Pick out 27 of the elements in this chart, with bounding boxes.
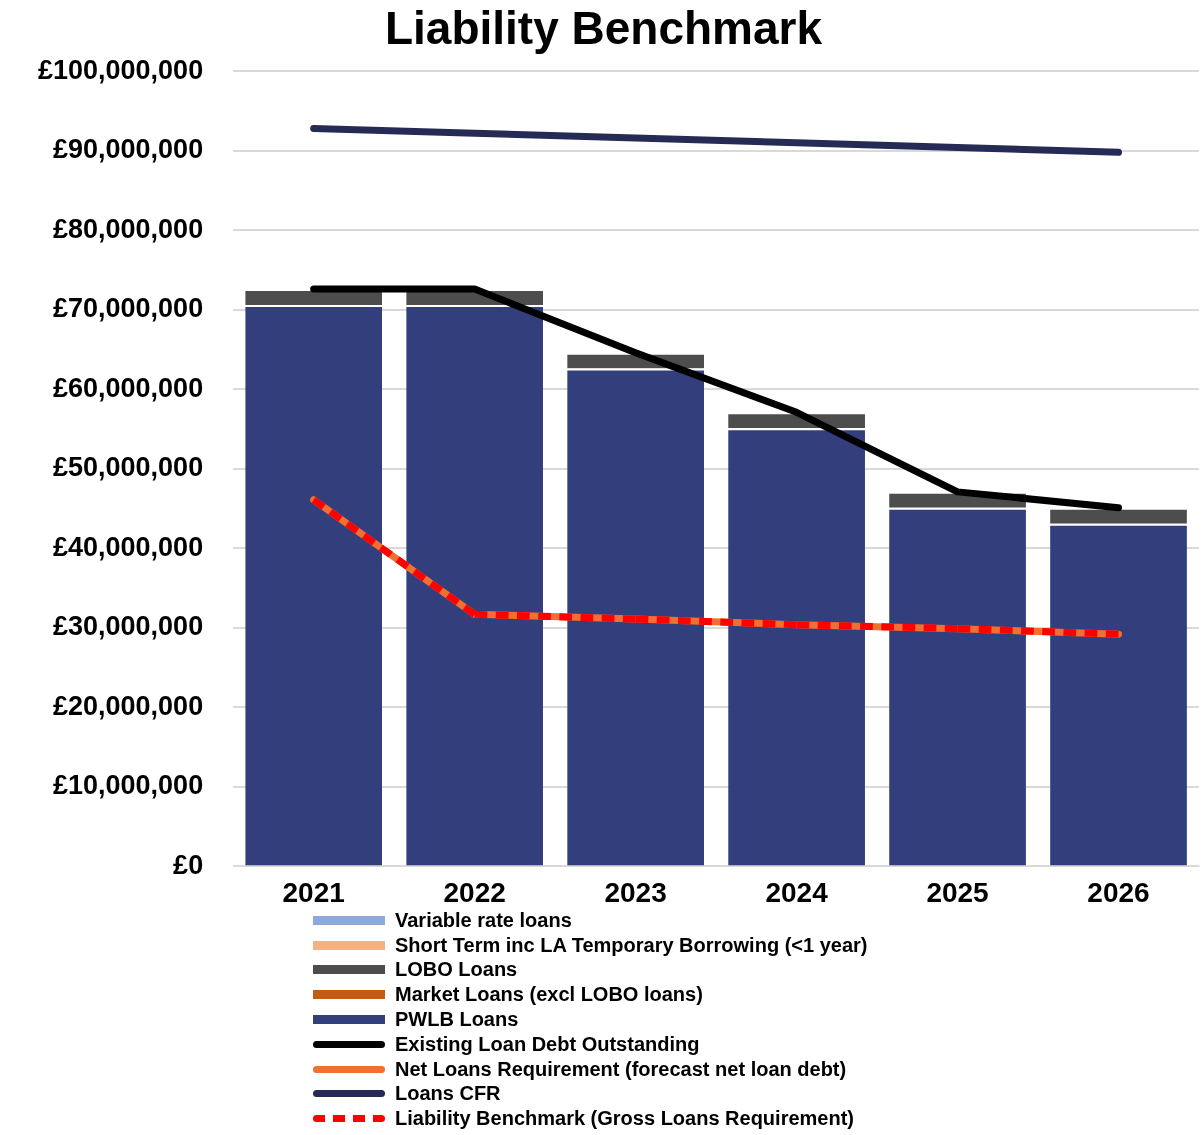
legend-label: Loans CFR (395, 1082, 501, 1106)
legend-label: Existing Loan Debt Outstanding (395, 1032, 700, 1056)
legend-label: LOBO Loans (395, 958, 518, 982)
x-tick-label: 2026 (1087, 876, 1150, 908)
y-tick-label: £50,000,000 (53, 452, 204, 483)
chart-title: Liability Benchmark (384, 2, 823, 55)
y-tick-label: £30,000,000 (53, 611, 204, 642)
legend-label: PWLB Loans (395, 1008, 519, 1032)
x-tick-label: 2022 (443, 876, 506, 908)
legend-label: Net Loans Requirement (forecast net loan debt) (395, 1057, 847, 1081)
y-tick-label: £40,000,000 (53, 531, 204, 562)
x-tick-label: 2021 (282, 876, 345, 908)
y-tick-label: £90,000,000 (53, 134, 204, 165)
y-tick-label: £100,000,000 (37, 54, 204, 85)
y-tick-label: £70,000,000 (53, 293, 204, 324)
x-tick-label: 2025 (926, 876, 989, 908)
y-tick-label: £60,000,000 (53, 372, 204, 403)
legend-label: Market Loans (excl LOBO loans) (395, 983, 703, 1007)
legend-label: Variable rate loans (395, 908, 572, 932)
legend-label: Liability Benchmark (Gross Loans Requirement) (395, 1107, 854, 1131)
y-tick-label: £20,000,000 (53, 690, 204, 721)
legend-label: Short Term inc LA Temporary Borrowing (<1 year) (395, 933, 868, 957)
x-tick-label: 2023 (604, 876, 667, 908)
y-tick-label: £10,000,000 (53, 770, 204, 801)
y-tick-label: £0 (173, 849, 204, 880)
y-tick-label: £80,000,000 (53, 213, 204, 244)
x-tick-label: 2024 (765, 876, 829, 908)
